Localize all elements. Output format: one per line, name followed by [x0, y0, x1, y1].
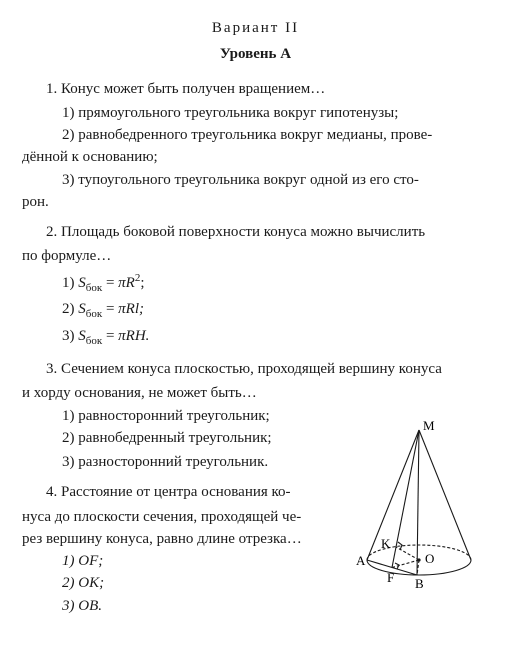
- q2-opt1-prefix: 1): [62, 275, 78, 291]
- label-k: K: [381, 536, 391, 551]
- formula-symbol: S: [78, 328, 86, 344]
- formula-sub: бок: [86, 308, 102, 320]
- formula-rhs: πRH.: [118, 328, 149, 344]
- formula-end: ;: [140, 275, 144, 291]
- q1-opt2-line2: дённой к основанию;: [22, 147, 489, 167]
- q2-opt3: 3) Sбок = πRH.: [62, 326, 489, 349]
- formula-sub: бок: [86, 335, 102, 347]
- q1-opt3-line1: 3) тупоугольного треугольника вокруг одн…: [22, 170, 489, 190]
- slant-left: [367, 430, 419, 560]
- formula-eq: =: [102, 328, 118, 344]
- q1-intro: 1. Конус может быть получен вращением…: [22, 79, 489, 99]
- formula-rhs: πRl;: [118, 301, 144, 317]
- formula-symbol: S: [78, 301, 86, 317]
- line-mb: [417, 430, 419, 575]
- q4-line3: рез вершину конуса, равно длине отрезка…: [22, 529, 341, 549]
- q1-opt3-line2: рон.: [22, 192, 489, 212]
- label-o: O: [425, 551, 434, 566]
- cone-figure: M A K F B O: [349, 420, 489, 596]
- q3-intro-line2: и хорду основания, не может быть…: [22, 383, 489, 403]
- variant-title: Вариант II: [22, 18, 489, 38]
- line-mf: [392, 430, 419, 568]
- q3-intro-line1: 3. Сечением конуса плоскостью, проходяще…: [22, 359, 489, 379]
- q4-opt1: 1) OF;: [22, 551, 341, 571]
- q2-intro-line1: 2. Площадь боковой поверхности конуса мо…: [22, 222, 489, 242]
- q4-opt2: 2) OK;: [22, 573, 341, 593]
- q2-opt3-prefix: 3): [62, 328, 78, 344]
- q2-intro-line2: по формуле…: [22, 246, 489, 266]
- q2-opt1: 1) Sбок = πR2;: [62, 271, 489, 296]
- q4-line1: 4. Расстояние от центра основания ко-: [22, 482, 341, 502]
- label-f: F: [387, 570, 394, 585]
- formula-eq: =: [102, 275, 118, 291]
- formula-rhs: πR: [118, 275, 135, 291]
- line-ok: [396, 547, 419, 560]
- slant-right: [419, 430, 471, 560]
- q4-opt3: 3) OB.: [22, 596, 341, 616]
- label-b: B: [415, 576, 424, 590]
- label-a: A: [356, 553, 366, 568]
- label-m: M: [423, 420, 435, 433]
- level-title: Уровень А: [22, 44, 489, 64]
- q2-opt2-prefix: 2): [62, 301, 78, 317]
- formula-sub: бок: [86, 282, 102, 294]
- formula-eq: =: [102, 301, 118, 317]
- q4-line2: нуса до плоскости сечения, проходящей че…: [22, 507, 341, 527]
- q1-opt1: 1) прямоугольного треугольника вокруг ги…: [22, 103, 489, 123]
- q1-opt2-line1: 2) равнобедренного треугольника вокруг м…: [22, 125, 489, 145]
- q3-opt3: 3) разносторонний треугольник.: [22, 452, 341, 472]
- formula-symbol: S: [78, 275, 86, 291]
- q2-opt2: 2) Sбок = πRl;: [62, 299, 489, 322]
- cone-svg: M A K F B O: [349, 420, 489, 590]
